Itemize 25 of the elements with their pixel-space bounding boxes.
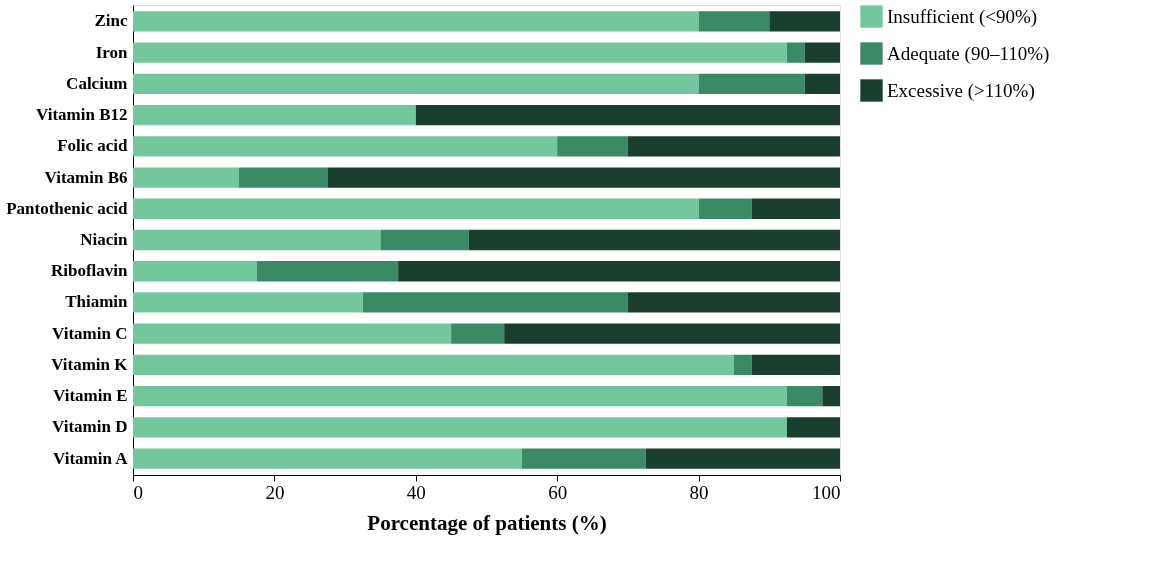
y-tick-label: Vitamin E	[53, 386, 128, 406]
x-axis-title: Porcentage of patients (%)	[367, 510, 607, 535]
x-tick-label: 0	[133, 481, 143, 503]
y-tick-label: Folic acid	[57, 136, 129, 156]
y-tick-label: Iron	[95, 42, 129, 62]
y-tick-label: Niacin	[80, 230, 129, 249]
y-tick-label: Vitamin B6	[44, 167, 128, 187]
y-tick-label: Vitamin D	[52, 417, 128, 437]
legend-label: Excessive (>110%)	[887, 79, 1035, 102]
y-tick-label: Vitamin B12	[36, 105, 128, 125]
y-tick-label: Zinc	[94, 11, 128, 31]
y-tick-label: Vitamin A	[53, 448, 129, 468]
y-tick-label: Thiamin	[65, 292, 129, 312]
x-tick-label: 100	[812, 481, 841, 503]
y-tick-label: Calcium	[66, 73, 128, 93]
x-tick-label: 20	[265, 481, 285, 503]
legend-label: Insufficient (<90%)	[887, 5, 1038, 28]
y-tick-label: Riboflavin	[50, 261, 129, 281]
y-tick-label: Vitamin C	[52, 323, 128, 343]
y-tick-label: Vitamin K	[51, 354, 129, 374]
x-tick-label: 80	[689, 481, 709, 503]
x-tick-label: 40	[406, 481, 426, 503]
legend-label: Adequate (90–110%)	[887, 42, 1050, 65]
x-tick-label: 60	[548, 481, 568, 503]
y-tick-label: Pantothenic acid	[6, 198, 129, 218]
